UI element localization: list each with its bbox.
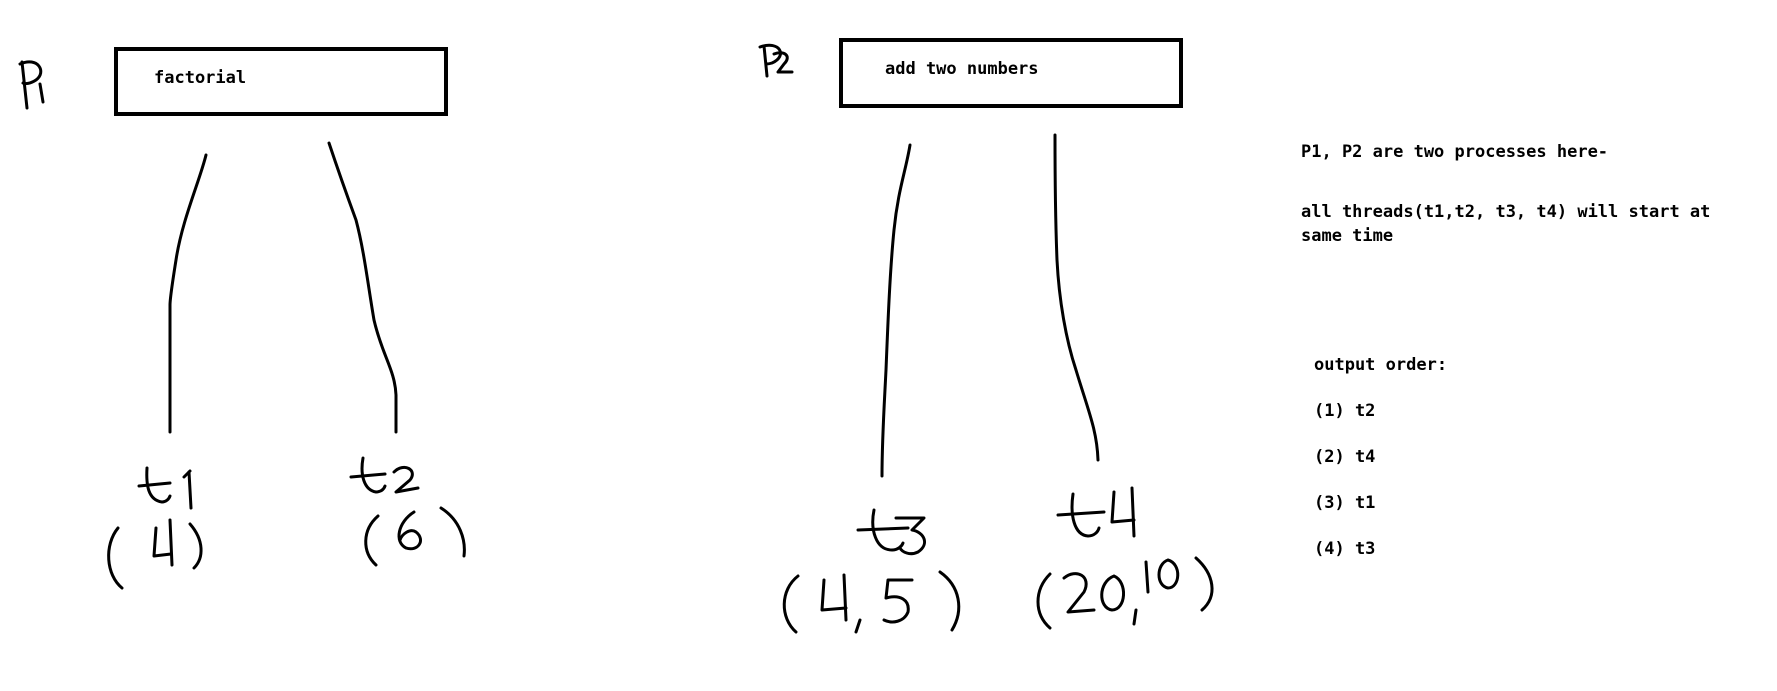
- process-box-p2-label: add two numbers: [885, 59, 1039, 79]
- thread-label-t3: [856, 508, 927, 556]
- thread-args-t1: [107, 518, 203, 590]
- output-order-header: output order:: [1314, 355, 1448, 375]
- thread-label-t2: [349, 456, 420, 494]
- thread-line-t4: [1053, 133, 1100, 462]
- thread-label-t1: [137, 466, 193, 510]
- output-order-item: (3) t1: [1314, 493, 1376, 513]
- output-order-item: (1) t2: [1314, 401, 1376, 421]
- thread-args-t2: [364, 506, 466, 567]
- thread-line-t3: [880, 143, 912, 478]
- process-box-p1: factorial: [114, 47, 448, 116]
- process-label-p1: P1: [18, 60, 45, 110]
- output-order-item: (2) t4: [1314, 447, 1376, 467]
- thread-line-t1: [168, 153, 208, 434]
- thread-label-t4: [1056, 486, 1136, 538]
- note-threads-start: all threads(t1,t2, t3, t4) will start at…: [1301, 202, 1711, 246]
- thread-line-t2: [327, 141, 398, 434]
- process-box-p2: add two numbers: [839, 38, 1183, 108]
- thread-args-t3: [782, 570, 961, 634]
- process-box-p1-label: factorial: [154, 68, 247, 88]
- output-order-item: (4) t3: [1314, 539, 1376, 559]
- process-label-p2: P2: [758, 43, 794, 78]
- note-processes: P1, P2 are two processes here-: [1301, 142, 1609, 162]
- thread-args-t4: [1036, 556, 1214, 630]
